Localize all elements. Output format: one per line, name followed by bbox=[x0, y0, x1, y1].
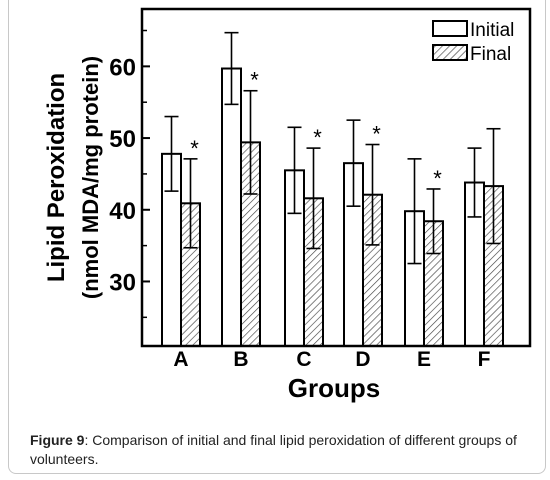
x-tick-label: D bbox=[355, 348, 370, 371]
x-tick-label: C bbox=[296, 348, 311, 371]
figure-caption: Figure 9: Comparison of initial and fina… bbox=[30, 431, 545, 469]
x-tick-label: B bbox=[233, 348, 248, 371]
significance-marker: * bbox=[190, 136, 199, 161]
legend-swatch-final bbox=[432, 44, 468, 61]
x-tick-label: A bbox=[173, 348, 188, 371]
y-tick-label: 30 bbox=[109, 269, 136, 296]
y-axis-title-line1: Lipid Peroxidation bbox=[43, 73, 70, 282]
plot-frame bbox=[140, 7, 532, 348]
y-tick-label: 50 bbox=[109, 126, 136, 153]
figure-frame bbox=[8, 0, 546, 474]
axes: 30 40 50 60 A B C D E F Groups Lipid Peroxidation (n… bbox=[43, 7, 532, 403]
y-tick-label: 60 bbox=[109, 54, 136, 81]
figure-caption-label: Figure 9 bbox=[30, 432, 85, 448]
significance-marker: * bbox=[250, 68, 259, 93]
bar-initial-B bbox=[221, 67, 242, 348]
legend-label-initial: Initial bbox=[470, 20, 514, 41]
x-axis-title: Groups bbox=[288, 373, 380, 403]
x-tick-label: F bbox=[478, 348, 491, 371]
significance-marker: * bbox=[433, 166, 442, 191]
significance-marker: * bbox=[372, 122, 381, 147]
x-tick-label: E bbox=[417, 348, 431, 371]
y-tick-label: 40 bbox=[109, 198, 136, 225]
plot-area: * * * * * bbox=[161, 31, 504, 348]
legend-label-final: Final bbox=[470, 44, 511, 65]
figure-caption-text: : Comparison of initial and final lipid … bbox=[30, 432, 517, 467]
significance-marker: * bbox=[313, 125, 322, 150]
y-axis-title-line2: (nmol MDA/mg protein) bbox=[78, 56, 103, 299]
legend: Initial Final bbox=[432, 20, 514, 65]
legend-swatch-initial bbox=[432, 20, 468, 37]
bar-chart: * * * * * Initial Final 30 40 50 60 A B C D E F Groups L… bbox=[43, 7, 532, 403]
